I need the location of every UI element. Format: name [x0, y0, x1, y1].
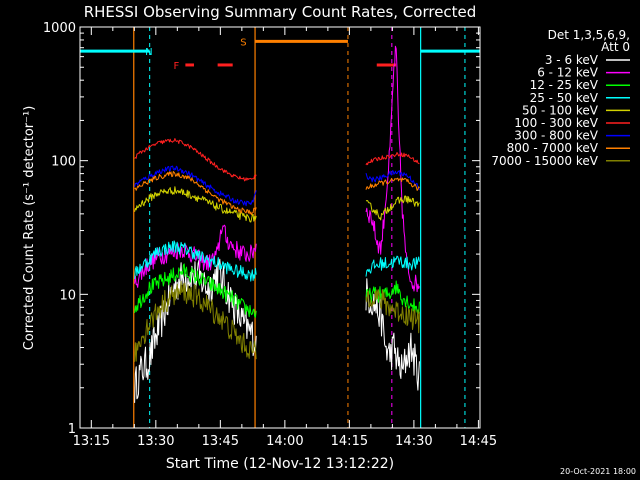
legend-label: 25 - 50 keV [530, 91, 599, 105]
x-tick-label: 14:15 [331, 434, 368, 449]
legend-label: 12 - 25 keV [530, 78, 599, 92]
legend-label: 3 - 6 keV [545, 53, 599, 67]
flag-label: S [240, 37, 246, 48]
legend-label: 50 - 100 keV [522, 103, 599, 117]
series-line-4-seg2 [365, 195, 420, 221]
footer-date: 20-Oct-2021 18:00 [560, 467, 636, 476]
series-line-7-seg1 [134, 171, 257, 216]
series-line-1-seg1 [134, 224, 257, 288]
series-line-4-seg1 [134, 186, 257, 223]
legend-label: 100 - 300 keV [514, 116, 598, 130]
series-line-0-seg1 [134, 258, 257, 403]
series-line-8-seg1 [134, 280, 257, 362]
y-tick-label: 1000 [43, 21, 76, 36]
legend-header-detectors: Det 1,3,5,6,9, [548, 28, 630, 42]
series-line-2-seg2 [365, 280, 420, 314]
series-line-6-seg2 [365, 170, 420, 191]
legend-header-attenuator: Att 0 [601, 40, 630, 54]
legend-label: 300 - 800 keV [514, 129, 598, 143]
legend-label: 7000 - 15000 keV [491, 154, 598, 168]
legend-label: 6 - 12 keV [537, 66, 599, 80]
marker-layer: N F S [80, 27, 480, 428]
series-line-7-seg2 [365, 177, 420, 191]
x-tick-label: 13:15 [73, 434, 110, 449]
legend-label: 800 - 7000 keV [507, 141, 599, 155]
flag-label: F [173, 61, 179, 72]
axes: 1 10 100 1000 13:15 13:30 13:45 14:00 14:15 14:30… [43, 21, 497, 449]
chart-title: RHESSI Observing Summary Count Rates, Co… [84, 3, 477, 21]
flag-label: N [145, 47, 152, 58]
series-line-6-seg1 [134, 165, 257, 207]
y-tick-label: 1 [68, 422, 76, 437]
y-tick-label: 100 [51, 155, 76, 170]
x-tick-label: 14:45 [460, 434, 497, 449]
y-axis-label: Corrected Count Rate (s⁻¹ detector⁻¹) [22, 106, 37, 351]
series-line-8-seg2 [365, 289, 420, 334]
series-line-3-seg1 [134, 240, 257, 282]
series-line-5-seg1 [134, 138, 257, 182]
series-line-1-seg2 [365, 45, 420, 293]
x-tick-label: 13:30 [137, 434, 174, 449]
series-layer [134, 45, 420, 403]
x-tick-label: 14:30 [395, 434, 432, 449]
x-tick-label: 13:45 [202, 434, 239, 449]
series-line-5-seg2 [365, 152, 420, 166]
series-line-2-seg1 [134, 263, 257, 318]
y-tick-label: 10 [59, 288, 76, 303]
plot-frame [79, 26, 481, 429]
series-line-3-seg2 [365, 255, 420, 277]
series-line-0-seg2 [365, 278, 420, 391]
x-tick-label: 14:00 [266, 434, 303, 449]
x-axis-label: Start Time (12-Nov-12 13:12:22) [166, 456, 394, 472]
